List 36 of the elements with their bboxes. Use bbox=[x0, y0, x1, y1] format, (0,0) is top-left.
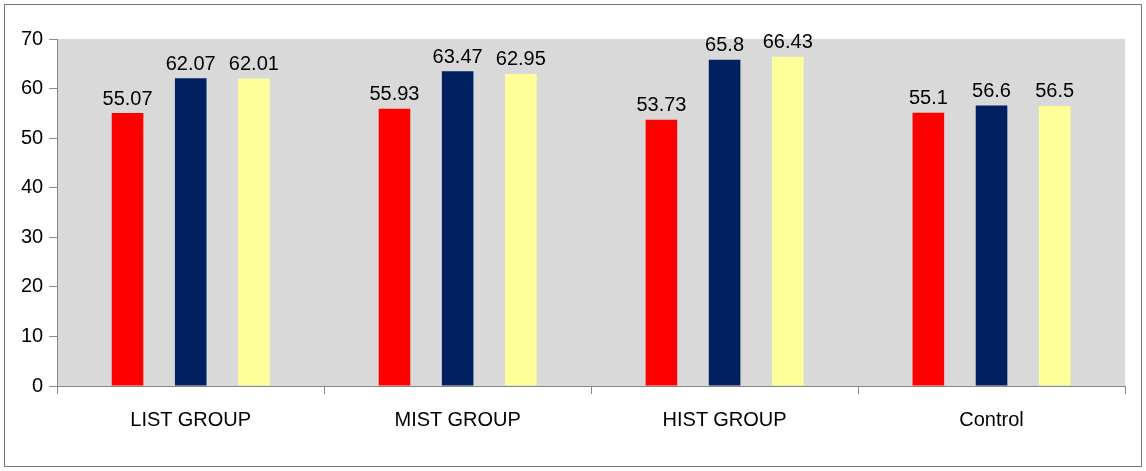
bar bbox=[708, 59, 741, 386]
bar bbox=[645, 119, 678, 386]
x-tick-label: Control bbox=[959, 407, 1024, 430]
y-tick-label: 60 bbox=[21, 76, 44, 99]
data-label: 55.1 bbox=[908, 86, 948, 109]
y-tick-label: 0 bbox=[32, 373, 44, 396]
data-label: 66.43 bbox=[762, 30, 813, 53]
y-tick-label: 10 bbox=[21, 323, 44, 346]
bar bbox=[174, 78, 207, 386]
bar bbox=[975, 105, 1008, 386]
bar bbox=[771, 56, 804, 386]
data-label: 63.47 bbox=[432, 44, 483, 67]
data-label: 56.6 bbox=[972, 78, 1011, 101]
data-label: 65.8 bbox=[705, 33, 745, 56]
bar bbox=[912, 112, 945, 386]
data-label: 62.95 bbox=[495, 47, 546, 70]
bar bbox=[378, 108, 411, 386]
bar bbox=[505, 73, 537, 386]
bar bbox=[111, 113, 144, 386]
bar bbox=[238, 78, 270, 386]
data-label: 55.93 bbox=[369, 82, 420, 105]
bar bbox=[441, 71, 474, 386]
y-tick-label: 50 bbox=[21, 125, 44, 148]
bar bbox=[1038, 105, 1071, 386]
data-label: 53.73 bbox=[636, 93, 687, 116]
x-tick-label: LIST GROUP bbox=[130, 407, 252, 430]
x-tick-label: MIST GROUP bbox=[394, 407, 521, 430]
data-label: 62.07 bbox=[165, 51, 216, 74]
data-label: 62.01 bbox=[228, 52, 279, 75]
y-tick-label: 30 bbox=[21, 224, 44, 247]
x-tick-label: HIST GROUP bbox=[662, 407, 787, 430]
y-tick-label: 20 bbox=[21, 274, 44, 297]
y-tick-label: 40 bbox=[21, 175, 44, 198]
data-label: 56.5 bbox=[1035, 79, 1075, 102]
data-label: 55.07 bbox=[102, 86, 153, 109]
y-tick-label: 70 bbox=[21, 26, 44, 49]
